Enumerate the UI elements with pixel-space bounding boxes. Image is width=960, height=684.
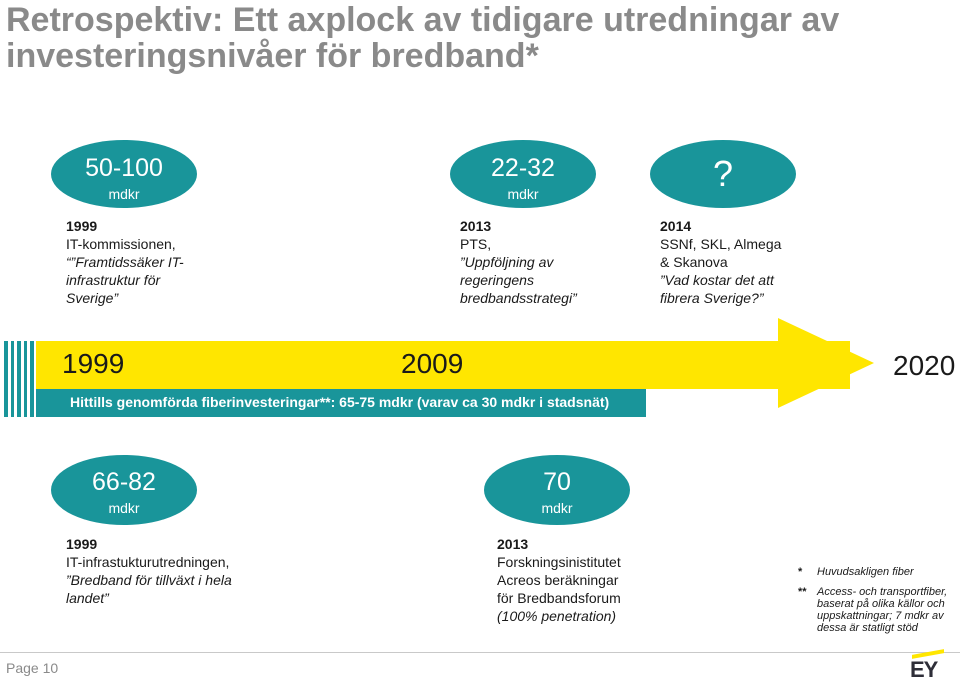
title-line-1: Retrospektiv: Ett axplock av tidigare ut…	[6, 1, 840, 39]
amount-value: 22-32	[491, 154, 555, 182]
footnotes: * Huvudsakligen fiber ** Access- och tra…	[798, 566, 958, 642]
amount-value: ?	[712, 153, 734, 194]
study-line: landet”	[66, 590, 109, 606]
page-number: Page 10	[6, 660, 59, 676]
amount-unit: mdkr	[108, 500, 140, 516]
footnote-text: Huvudsakligen fiber	[817, 566, 914, 578]
study-line: (100% penetration)	[497, 608, 617, 624]
footnote: ** Access- och transportfiber, baserat p…	[798, 586, 958, 634]
completed-investments-bar: Hittills genomförda fiberinvesteringar**…	[36, 389, 646, 417]
amount-unit: mdkr	[108, 186, 140, 202]
amount-oval-2013-pts: 22-32 mdkr	[450, 140, 596, 208]
footnote-text: Access- och transportfiber, baserat på o…	[817, 586, 948, 634]
timeline-stripes	[4, 341, 34, 417]
study-line: Sverige”	[66, 290, 119, 306]
study-year: 2013	[460, 218, 492, 234]
footnote-mark: **	[798, 586, 807, 598]
study-year: 2014	[660, 218, 692, 234]
study-line: SSNf, SKL, Almega	[660, 236, 782, 252]
study-line: IT-kommissionen,	[66, 236, 176, 252]
amount-oval-1999-itiu: 66-82 mdkr	[51, 455, 197, 525]
study-line: bredbandsstrategi”	[460, 290, 577, 306]
footnote-mark: *	[798, 566, 803, 578]
timeline-year-start: 1999	[62, 348, 125, 379]
study-note-2014-ssnf: 2014 SSNf, SKL, Almega & Skanova ”Vad ko…	[660, 217, 840, 307]
study-note-2013-acreo: 2013 Forskningsinistitutet Acreos beräkn…	[497, 535, 697, 625]
amount-value: 50-100	[85, 154, 163, 182]
study-note-1999-itk: 1999 IT-kommissionen, “”Framtidssäker IT…	[66, 217, 236, 307]
study-line: ”Uppföljning av	[460, 254, 554, 270]
study-line: infrastruktur för	[66, 272, 161, 288]
study-line: fibrera Sverige?”	[660, 290, 764, 306]
timeline-bar	[36, 341, 850, 389]
timeline-year-mid: 2009	[401, 348, 464, 379]
study-line: Forskningsinistitutet	[497, 554, 621, 570]
amount-value: 70	[543, 468, 571, 496]
study-line: regeringens	[460, 272, 534, 288]
footer-divider	[0, 652, 960, 653]
study-note-2013-pts: 2013 PTS, ”Uppföljning av regeringens br…	[460, 217, 630, 307]
ey-logo-text: EY	[910, 657, 938, 682]
amount-unit: mdkr	[541, 500, 573, 516]
footnote: * Huvudsakligen fiber	[798, 566, 958, 578]
study-line: & Skanova	[660, 254, 728, 270]
amount-oval-2014-ssnf: ?	[650, 140, 796, 208]
study-line: PTS,	[460, 236, 492, 252]
timeline-year-end: 2020	[893, 350, 956, 381]
timeline-arrow-head	[778, 318, 874, 408]
study-line: ”Vad kostar det att	[660, 272, 774, 288]
ey-logo: EY	[910, 649, 946, 682]
amount-unit: mdkr	[507, 186, 539, 202]
study-line: Acreos beräkningar	[497, 572, 619, 588]
study-line: för Bredbandsforum	[497, 590, 621, 606]
study-line: ”Bredband för tillväxt i hela	[66, 572, 232, 588]
amount-oval-2013-acreo: 70 mdkr	[484, 455, 630, 525]
study-line: “”Framtidssäker IT-	[66, 254, 184, 270]
study-line: IT-infrastukturutredningen,	[66, 554, 230, 570]
amount-value: 66-82	[92, 468, 156, 496]
study-year: 1999	[66, 536, 98, 552]
study-year: 2013	[497, 536, 529, 552]
title-line-2: investeringsnivåer för bredband*	[6, 37, 539, 75]
slide-title: Retrospektiv: Ett axplock av tidigare ut…	[6, 2, 946, 74]
study-year: 1999	[66, 218, 98, 234]
amount-oval-1999-itk: 50-100 mdkr	[51, 140, 197, 208]
study-note-1999-itiu: 1999 IT-infrastukturutredningen, ”Bredba…	[66, 535, 286, 607]
completed-investments-caption: Hittills genomförda fiberinvesteringar**…	[70, 394, 610, 410]
